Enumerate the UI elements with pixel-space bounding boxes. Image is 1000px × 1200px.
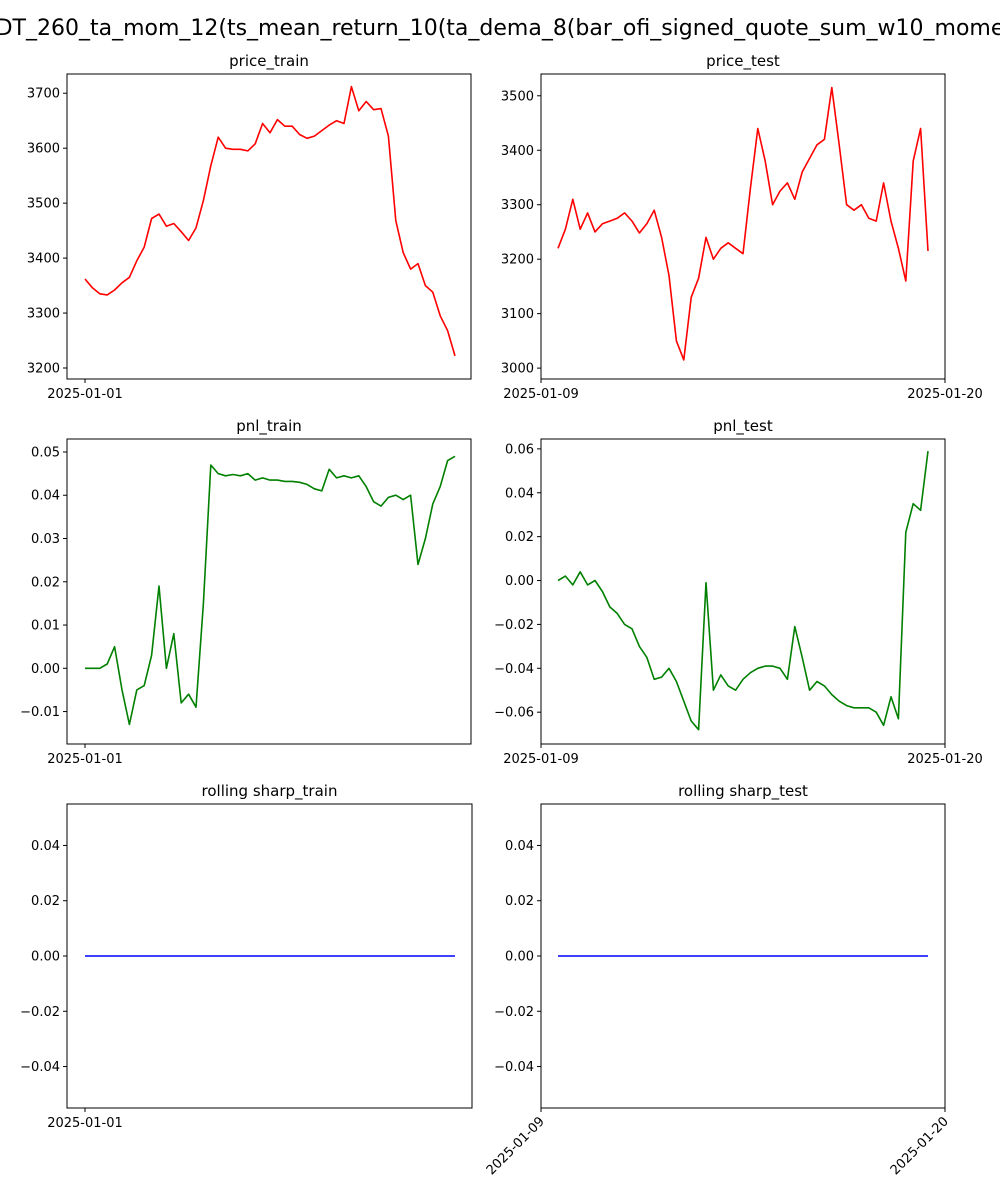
chart-panel-4: pnl_test −0.06 −0.04 −0.02 0.00 0.02 0.04 0.06 2… — [494, 417, 983, 767]
chart-panel-6: rolling sharp_test −0.04 −0.02 0.00 0.02 0.04… — [484, 782, 952, 1178]
x-tick-label: 2025-01-01 — [47, 752, 123, 767]
plot-frame — [66, 73, 472, 380]
y-tick-label: 3200 — [27, 362, 60, 377]
y-tick-label: 3700 — [27, 87, 60, 102]
y-tick-label: −0.02 — [494, 1005, 534, 1020]
series-line — [557, 451, 929, 731]
chart-title: rolling sharp_test — [678, 782, 808, 801]
chart-panel-2: price_test 3000 3100 3200 3300 3400 3500 2025-0… — [501, 52, 983, 402]
y-tick-label: 3500 — [27, 197, 60, 212]
y-tick-label: −0.04 — [20, 1060, 60, 1075]
y-tick-label: 3300 — [501, 198, 534, 213]
x-tick-label: 2025-01-01 — [47, 1116, 123, 1131]
y-tick-label: −0.01 — [20, 705, 60, 720]
y-tick-label: 3400 — [27, 252, 60, 267]
y-tick-label: 0.02 — [505, 530, 534, 545]
y-tick-label: 3400 — [501, 144, 534, 159]
y-tick-label: 3200 — [501, 253, 534, 268]
y-tick-label: 0.01 — [31, 619, 60, 634]
y-tick-label: 0.00 — [505, 950, 534, 965]
plot-frame — [66, 438, 472, 745]
chart-title: rolling sharp_train — [202, 782, 338, 801]
y-tick-label: −0.02 — [20, 1005, 60, 1020]
chart-title: pnl_test — [713, 417, 773, 436]
y-tick-label: 0.02 — [31, 894, 60, 909]
chart-panel-1: price_train 3200 3300 3400 3500 3600 3700 2025-… — [27, 52, 472, 402]
y-tick-label: 0.00 — [31, 950, 60, 965]
y-tick-label: 3600 — [27, 142, 60, 157]
y-tick-label: −0.04 — [494, 1060, 534, 1075]
x-tick-label: 2025-01-20 — [907, 387, 983, 402]
y-tick-label: 0.03 — [31, 532, 60, 547]
x-tick-label: 2025-01-09 — [484, 1114, 548, 1178]
y-tick-label: 3100 — [501, 307, 534, 322]
chart-panel-5: rolling sharp_train −0.04 −0.02 0.00 0.02 0.0… — [20, 782, 473, 1131]
series-line — [84, 85, 456, 357]
y-tick-label: 0.02 — [505, 894, 534, 909]
y-tick-label: −0.02 — [494, 618, 534, 633]
y-tick-label: −0.04 — [494, 662, 534, 677]
y-tick-label: 0.04 — [31, 489, 60, 504]
x-tick-label: 2025-01-20 — [888, 1114, 952, 1178]
plot-frame — [540, 73, 946, 380]
chart-title: price_test — [706, 52, 780, 71]
y-tick-label: 0.05 — [31, 445, 60, 460]
plot-frame — [540, 438, 946, 745]
chart-panel-3: pnl_train −0.01 0.00 0.01 0.02 0.03 0.04 0.05 20… — [20, 417, 472, 767]
y-tick-label: 0.02 — [31, 575, 60, 590]
figure-suptitle: DT_260_ta_mom_12(ts_mean_return_10(ta_de… — [0, 16, 1000, 41]
y-tick-label: 0.04 — [31, 839, 60, 854]
y-tick-label: −0.06 — [494, 706, 534, 721]
y-tick-label: 3300 — [27, 307, 60, 322]
y-tick-label: 0.00 — [31, 662, 60, 677]
chart-title: price_train — [229, 52, 309, 71]
y-tick-label: 0.06 — [505, 442, 534, 457]
series-line — [85, 455, 456, 726]
series-line — [557, 86, 929, 361]
y-tick-label: 3000 — [501, 362, 534, 377]
x-tick-label: 2025-01-20 — [907, 752, 983, 767]
x-tick-label: 2025-01-01 — [47, 387, 123, 402]
y-tick-label: 0.04 — [505, 839, 534, 854]
y-tick-label: 0.04 — [505, 486, 534, 501]
x-tick-label: 2025-01-09 — [503, 752, 579, 767]
x-tick-label: 2025-01-09 — [503, 387, 579, 402]
chart-title: pnl_train — [236, 417, 302, 436]
y-tick-label: 0.00 — [505, 574, 534, 589]
y-tick-label: 3500 — [501, 89, 534, 104]
